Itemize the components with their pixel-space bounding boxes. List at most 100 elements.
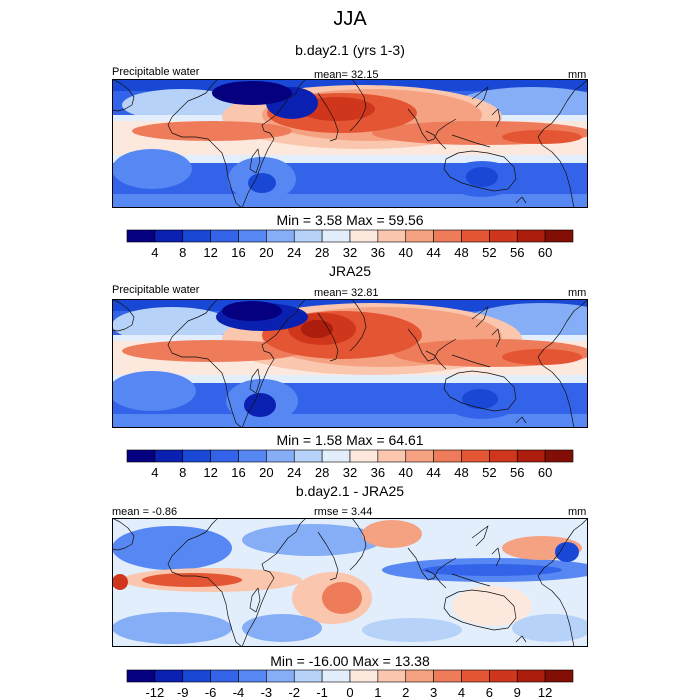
map2-coastline-6	[407, 328, 457, 362]
colorbar1-tick-label: 8	[179, 245, 186, 260]
colorbar3-swatch-2	[182, 669, 211, 683]
colorbar2-swatch-3	[210, 449, 239, 463]
colorbar1-swatch-8	[349, 229, 379, 243]
colorbar2-swatch-14	[516, 449, 546, 463]
panel2-minmax: Min = 1.58 Max = 64.61	[276, 432, 424, 448]
colorbar3-swatch-15	[544, 669, 574, 683]
colorbar2-tick-label: 28	[315, 465, 329, 480]
colorbar3-swatch-14	[516, 669, 546, 683]
colorbar3-swatch-12	[461, 669, 490, 683]
panel2-colorbar: 4 8 12 16 20 24 28 32 36 40 44 48 52 56 60	[126, 449, 574, 480]
map3-coastline-4	[317, 531, 339, 581]
map3-frame	[112, 518, 588, 647]
colorbar1-tick-label: 36	[371, 245, 385, 260]
colorbar3-swatch-1	[154, 669, 184, 683]
colorbar1-swatch-13	[489, 229, 518, 243]
map3-coastline-11	[249, 587, 261, 613]
panel2-units-label: mm	[568, 287, 587, 299]
panel1-variable-label: Precipitable water	[112, 66, 200, 78]
map3-field-region-16	[555, 542, 579, 562]
colorbar2-tick-label: 16	[231, 465, 245, 480]
map1-field-region-16	[112, 149, 192, 189]
colorbar2-swatch-0	[126, 449, 156, 463]
panel3-rmse-label: rmse = 3.44	[314, 506, 373, 518]
colorbar2-tick-label: 4	[151, 465, 158, 480]
map1-field-region-2	[112, 194, 588, 208]
colorbar1-swatch-5	[266, 229, 295, 243]
map1-field-region-13	[502, 130, 582, 144]
colorbar2-tick-label: 24	[287, 465, 301, 480]
map1-field-region-10	[132, 121, 292, 141]
colorbar2-swatch-6	[293, 449, 323, 463]
map3-field-region-10	[452, 586, 532, 626]
panel1-map	[112, 79, 588, 208]
panel1-colorbar: 4 8 12 16 20 24 28 32 36 40 44 48 52 56 60	[126, 229, 574, 260]
colorbar1-tick-label: 16	[231, 245, 245, 260]
map2-field-region-17	[112, 371, 196, 411]
panel3-units-label: mm	[568, 506, 587, 518]
map1-coastline-5	[349, 79, 367, 132]
map2-field-region-20	[244, 393, 276, 417]
colorbar2-tick-label: 32	[343, 465, 357, 480]
colorbar1-tick-label: 4	[151, 245, 158, 260]
panel2-variable-label: Precipitable water	[112, 284, 200, 296]
map2-coastline-0	[112, 299, 135, 332]
colorbar2-tick-label: 8	[179, 465, 186, 480]
colorbar1-tick-label: 56	[510, 245, 524, 260]
colorbar1-swatch-10	[405, 229, 434, 243]
map1-coastline-0	[112, 79, 135, 112]
colorbar3-tick-label: -4	[233, 685, 245, 700]
colorbar3-tick-label: -6	[205, 685, 217, 700]
map2-coastline-13	[491, 328, 501, 348]
colorbar2-tick-label: 44	[426, 465, 440, 480]
colorbar3-swatch-5	[266, 669, 295, 683]
colorbar3-tick-label: 4	[458, 685, 465, 700]
colorbar1-tick-label: 20	[259, 245, 273, 260]
map3-field-region-7	[142, 573, 242, 587]
colorbar3-tick-label: -3	[261, 685, 273, 700]
panel1-title: b.day2.1 (yrs 1-3)	[295, 42, 405, 58]
map1-field-region-15	[212, 81, 292, 105]
colorbar3-swatch-6	[293, 669, 323, 683]
map1-frame	[112, 79, 588, 208]
colorbar3-tick-label: 0	[346, 685, 353, 700]
colorbar1-swatch-7	[321, 229, 351, 243]
colorbar2-swatch-2	[182, 449, 211, 463]
map2-frame	[112, 299, 588, 428]
colorbar3-swatch-3	[210, 669, 239, 683]
map1-coastline-8	[425, 130, 447, 150]
map2-coastline-9	[451, 354, 491, 368]
colorbar1-tick-label: 24	[287, 245, 301, 260]
colorbar1-swatch-6	[293, 229, 323, 243]
map3-coastline-0	[112, 518, 135, 551]
colorbar2-swatch-7	[321, 449, 351, 463]
colorbar1-swatch-11	[433, 229, 462, 243]
colorbar3-tick-label: 1	[374, 685, 381, 700]
map2-field-region-14	[502, 349, 582, 365]
panel3-title: b.day2.1 - JRA25	[295, 483, 405, 499]
colorbar2-swatch-9	[377, 449, 407, 463]
map3-field-region-9	[322, 582, 362, 614]
colorbar1-swatch-9	[377, 229, 407, 243]
panel3-map	[112, 518, 588, 647]
map1-field-region-20	[466, 167, 498, 187]
map2-field-region-21	[462, 389, 498, 409]
colorbar2-tick-label: 40	[399, 465, 413, 480]
map2-coastline-10	[515, 416, 527, 424]
map3-field-region-0	[112, 526, 232, 570]
map3-coastline-12	[471, 525, 489, 547]
colorbar3-tick-label: 3	[430, 685, 437, 700]
map2-coastline-2	[167, 299, 243, 428]
map3-field-region-1	[242, 524, 382, 556]
colorbar3-tick-label: 2	[402, 685, 409, 700]
colorbar2-swatch-10	[405, 449, 434, 463]
colorbar3-tick-label: -2	[288, 685, 300, 700]
map1-coastline-9	[451, 134, 491, 148]
map2-coastline-11	[249, 368, 261, 394]
map1-coastline-4	[317, 92, 339, 142]
colorbar3-swatch-10	[405, 669, 434, 683]
colorbar3-swatch-11	[433, 669, 462, 683]
map3-coastline-6	[407, 547, 457, 581]
map2-field-region-10	[122, 340, 302, 362]
panel2-map	[112, 299, 588, 428]
